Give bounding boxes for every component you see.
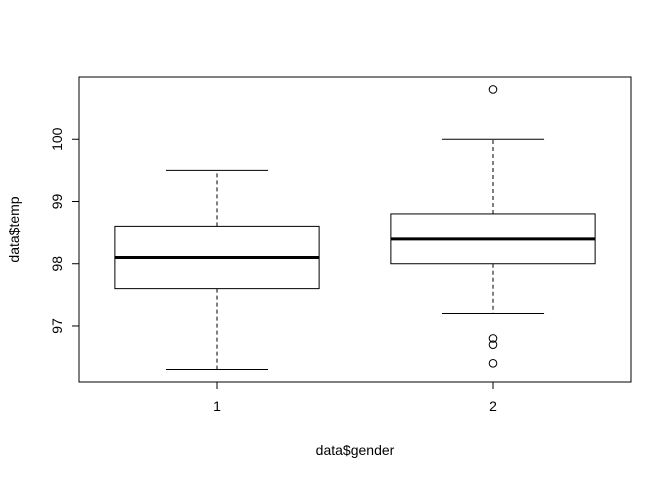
y-axis-label: data$temp: [6, 196, 22, 262]
outlier-point: [488, 334, 498, 343]
x-tick-label: 2: [489, 398, 497, 414]
y-tick-label: 98: [49, 256, 65, 272]
x-axis-label: data$gender: [316, 442, 395, 458]
outlier-point: [488, 85, 498, 94]
y-tick-label: 97: [49, 318, 65, 334]
y-tick-label: 99: [49, 193, 65, 209]
y-tick-label: 100: [49, 127, 65, 151]
outlier-point: [488, 340, 498, 349]
outlier-point: [488, 359, 498, 368]
x-tick-label: 1: [213, 398, 221, 414]
